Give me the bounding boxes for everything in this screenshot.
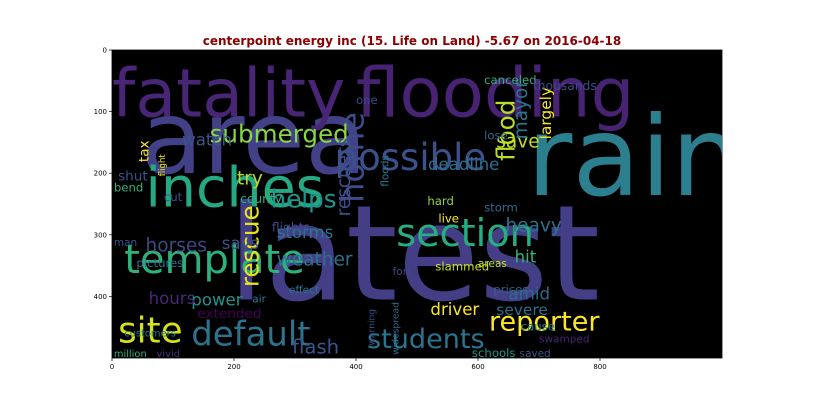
word-man: man bbox=[114, 237, 137, 249]
word-live: live bbox=[438, 211, 459, 225]
word-submerged: submerged bbox=[210, 119, 349, 148]
word-warning: warning bbox=[366, 309, 377, 346]
word-air: air bbox=[252, 294, 266, 306]
word-mayor: mayor bbox=[511, 80, 532, 140]
word-home: home bbox=[333, 112, 371, 203]
word-default: default bbox=[191, 315, 310, 354]
word-county: county bbox=[240, 192, 282, 206]
word-says: says bbox=[222, 234, 259, 253]
x-tick-label: 0 bbox=[110, 363, 114, 371]
word-weather: weather bbox=[277, 250, 353, 271]
chart-title: centerpoint energy inc (15. Life on Land… bbox=[203, 34, 621, 48]
word-possible: possible bbox=[335, 136, 487, 179]
word-rescuers: rescuers bbox=[334, 138, 355, 217]
word-reporter: reporter bbox=[489, 306, 600, 337]
word-site: site bbox=[118, 311, 182, 352]
x-tick-label: 400 bbox=[349, 363, 362, 371]
word-cause: cause bbox=[521, 319, 555, 333]
word-schools: schools bbox=[472, 346, 516, 360]
word-helps: helps bbox=[271, 185, 337, 214]
word-flash: flash bbox=[292, 336, 339, 359]
word-heavy: heavy bbox=[505, 216, 561, 237]
word-widespread: widespread bbox=[391, 302, 402, 355]
word-lose: lose bbox=[484, 128, 508, 142]
word-vivid: vivid bbox=[157, 349, 180, 360]
word-flood: flood bbox=[492, 100, 521, 161]
word-severe: severe bbox=[496, 301, 548, 319]
word-extended: extended bbox=[197, 306, 261, 322]
word-rain: rain bbox=[527, 93, 742, 222]
word-flight: flight bbox=[158, 154, 168, 177]
word-horses: horses bbox=[146, 235, 207, 256]
word-million: million bbox=[114, 349, 147, 360]
y-tick-label: 0 bbox=[103, 47, 107, 55]
word-hard: hard bbox=[427, 194, 454, 208]
y-tick-label: 400 bbox=[94, 293, 107, 301]
plot-area bbox=[111, 49, 723, 359]
word-flights: flights bbox=[272, 221, 310, 235]
word-cut: cut bbox=[164, 190, 183, 204]
word-flooding: flooding bbox=[356, 54, 634, 134]
word-bend: bend bbox=[114, 181, 143, 195]
word-deadline: deadline bbox=[428, 155, 499, 174]
word-inches: inches bbox=[146, 156, 325, 220]
word-largely: largely bbox=[537, 87, 555, 139]
x-tick-label: 200 bbox=[227, 363, 240, 371]
x-tick-label: 600 bbox=[471, 363, 484, 371]
x-tick-label: 800 bbox=[593, 363, 606, 371]
word-storms: storms bbox=[277, 223, 334, 242]
word-watch: watch bbox=[182, 130, 232, 149]
word-amid: amid bbox=[509, 284, 550, 303]
word-latest: latest bbox=[228, 177, 600, 331]
word-template: template bbox=[124, 237, 305, 283]
word-save: save bbox=[496, 131, 539, 152]
word-floods: floods bbox=[379, 155, 391, 187]
word-power: power bbox=[191, 291, 242, 310]
y-tick-label: 200 bbox=[94, 170, 107, 178]
word-storm: storm bbox=[484, 200, 518, 214]
word-pictures: pictures bbox=[136, 256, 183, 270]
word-thousands: thousands bbox=[533, 79, 597, 93]
word-section: section bbox=[396, 212, 534, 256]
word-rescue: rescue bbox=[235, 205, 264, 287]
y-tick-label: 300 bbox=[94, 231, 107, 239]
word-area: area bbox=[141, 79, 368, 197]
word-areas: areas bbox=[478, 258, 507, 270]
word-tax: tax bbox=[137, 140, 153, 162]
word-swamped: swamped bbox=[539, 334, 590, 346]
word-hit: hit bbox=[515, 248, 537, 267]
word-canceled: canceled bbox=[484, 73, 536, 87]
y-tick-label: 100 bbox=[94, 108, 107, 116]
word-fort: fort bbox=[393, 266, 412, 278]
word-prices: prices bbox=[493, 282, 528, 296]
word-shut: shut bbox=[118, 169, 148, 185]
word-try: try bbox=[237, 168, 263, 189]
word-fatality: fatality bbox=[112, 55, 345, 133]
word-saved: saved bbox=[519, 348, 550, 360]
axes: 0 200 400 600 800 0 100 200 300 400 bbox=[94, 47, 607, 372]
word-students: students bbox=[367, 324, 485, 355]
word-hours: hours bbox=[149, 289, 196, 308]
word-effect: effect bbox=[289, 284, 319, 296]
word-driver: driver bbox=[430, 300, 479, 319]
word-one: one bbox=[356, 93, 378, 107]
word-slammed: slammed bbox=[435, 260, 489, 274]
word-customers: customers bbox=[124, 328, 176, 339]
